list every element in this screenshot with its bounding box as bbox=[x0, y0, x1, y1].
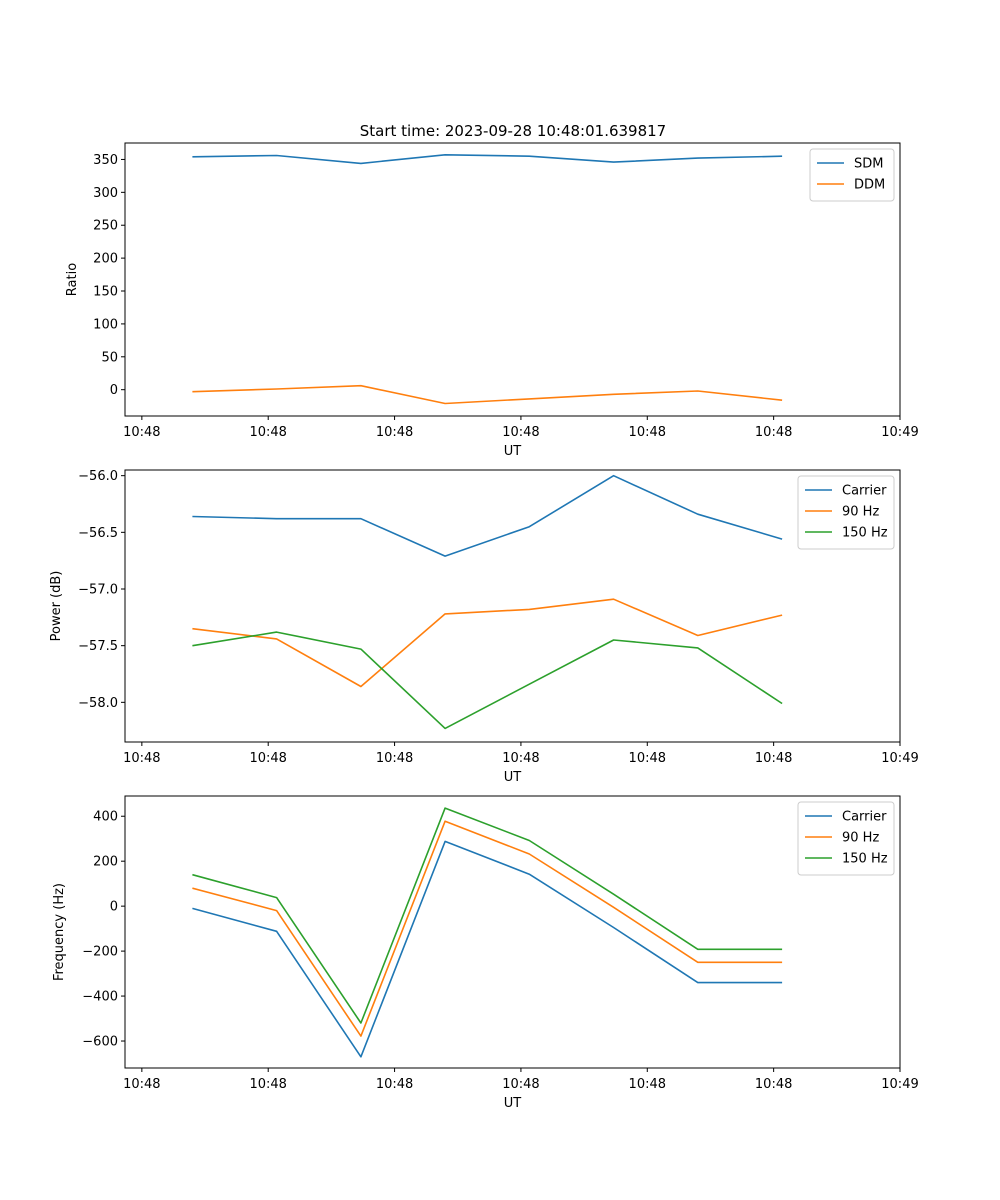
x-tick-label: 10:48 bbox=[376, 751, 413, 766]
x-axis-label: UT bbox=[504, 444, 522, 459]
x-tick-label: 10:48 bbox=[376, 1077, 413, 1092]
y-tick-label: −57.5 bbox=[78, 639, 118, 654]
axes-frame bbox=[124, 469, 901, 743]
legend-box bbox=[797, 801, 895, 876]
legend-label: Carrier bbox=[842, 810, 887, 825]
x-tick-label: 10:48 bbox=[629, 425, 666, 440]
figure-title: Start time: 2023-09-28 10:48:01.639817 bbox=[360, 122, 666, 140]
series-line-90-hz bbox=[192, 598, 783, 688]
series-line-150-hz bbox=[192, 807, 783, 1024]
y-axis-label: Ratio bbox=[65, 263, 80, 296]
x-tick-label: 10:49 bbox=[881, 751, 918, 766]
y-axis-label: Power (dB) bbox=[49, 571, 64, 642]
x-tick-label: 10:48 bbox=[249, 425, 286, 440]
x-tick-label: 10:48 bbox=[502, 1077, 539, 1092]
y-tick-label: −57.0 bbox=[78, 583, 118, 598]
legend-box bbox=[809, 148, 895, 202]
legend: Carrier 90 Hz 150 Hz bbox=[797, 475, 895, 550]
y-tick-label: 350 bbox=[93, 153, 118, 168]
legend: Carrier 90 Hz 150 Hz bbox=[797, 801, 895, 876]
x-tick-label: 10:48 bbox=[123, 751, 160, 766]
legend-label: 150 Hz bbox=[842, 526, 888, 541]
x-tick-label: 10:48 bbox=[755, 425, 792, 440]
legend-label: 90 Hz bbox=[842, 831, 879, 846]
x-tick-label: 10:48 bbox=[123, 425, 160, 440]
y-tick-label: 100 bbox=[93, 317, 118, 332]
series-line-ddm bbox=[192, 384, 783, 405]
y-tick-label: 300 bbox=[93, 186, 118, 201]
x-tick-label: 10:48 bbox=[502, 751, 539, 766]
y-axis-label: Frequency (Hz) bbox=[52, 883, 67, 981]
y-tick-label: −56.0 bbox=[78, 469, 118, 484]
axes-frame bbox=[124, 142, 901, 417]
x-tick-label: 10:48 bbox=[755, 1077, 792, 1092]
x-tick-label: 10:49 bbox=[881, 425, 918, 440]
subplot-2: −58.0 −57.5 −57.0 −56.5 −56.0 10:48 10:48 10:48… bbox=[49, 469, 919, 785]
y-tick-label: 150 bbox=[93, 285, 118, 300]
legend-label: 150 Hz bbox=[842, 852, 888, 867]
y-tick-label: 0 bbox=[110, 383, 118, 398]
x-axis-label: UT bbox=[504, 1096, 522, 1111]
legend-box bbox=[797, 475, 895, 550]
series-line-150-hz bbox=[192, 631, 783, 730]
axes-frame bbox=[124, 795, 901, 1069]
x-tick-label: 10:48 bbox=[249, 751, 286, 766]
x-tick-label: 10:49 bbox=[881, 1077, 918, 1092]
x-tick-label: 10:48 bbox=[629, 751, 666, 766]
y-tick-label: 400 bbox=[93, 810, 118, 825]
y-tick-label: 200 bbox=[93, 855, 118, 870]
y-tick-label: −200 bbox=[82, 945, 118, 960]
x-tick-label: 10:48 bbox=[755, 751, 792, 766]
series-line-carrier bbox=[192, 840, 783, 1058]
x-tick-label: 10:48 bbox=[376, 425, 413, 440]
y-tick-label: 200 bbox=[93, 252, 118, 267]
y-tick-label: −600 bbox=[82, 1035, 118, 1050]
legend-label: 90 Hz bbox=[842, 505, 879, 520]
subplot-3: −600 −400 −200 0 200 400 10:48 10:48 10:48 10:48 1… bbox=[52, 795, 919, 1111]
y-tick-label: −58.0 bbox=[78, 696, 118, 711]
x-tick-label: 10:48 bbox=[123, 1077, 160, 1092]
y-tick-label: −400 bbox=[82, 990, 118, 1005]
legend-label: DDM bbox=[854, 178, 885, 193]
x-tick-label: 10:48 bbox=[502, 425, 539, 440]
series-line-90-hz bbox=[192, 820, 783, 1037]
plots-container: 0 50 100 150 200 250 300 350 10:48 10:48 10:48 10:4… bbox=[49, 142, 919, 1111]
legend: SDM DDM bbox=[809, 148, 895, 202]
x-tick-label: 10:48 bbox=[629, 1077, 666, 1092]
y-tick-label: −56.5 bbox=[78, 526, 118, 541]
y-tick-label: 250 bbox=[93, 219, 118, 234]
y-tick-label: 50 bbox=[101, 350, 118, 365]
x-tick-label: 10:48 bbox=[249, 1077, 286, 1092]
legend-label: Carrier bbox=[842, 484, 887, 499]
legend-label: SDM bbox=[854, 157, 883, 172]
series-line-carrier bbox=[192, 474, 783, 557]
subplot-1: 0 50 100 150 200 250 300 350 10:48 10:48 10:48 10:4… bbox=[65, 142, 919, 459]
y-tick-label: 0 bbox=[110, 900, 118, 915]
series-line-sdm bbox=[192, 154, 783, 165]
x-axis-label: UT bbox=[504, 770, 522, 785]
